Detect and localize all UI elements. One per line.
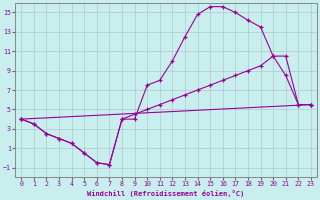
X-axis label: Windchill (Refroidissement éolien,°C): Windchill (Refroidissement éolien,°C) (87, 190, 245, 197)
